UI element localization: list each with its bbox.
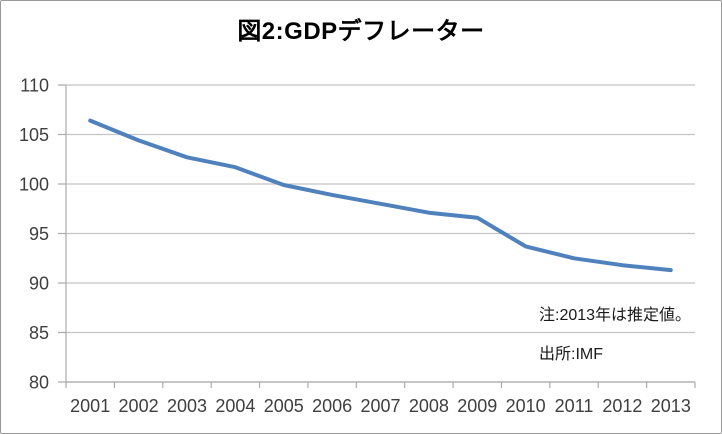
x-tick-label: 2005: [264, 396, 304, 416]
x-tick-labels: 2001 2002 2003 2004 2005 2006 2007 2008 2009 2010…: [70, 396, 691, 416]
x-tick-label: 2003: [167, 396, 207, 416]
x-tick-label: 2001: [70, 396, 110, 416]
x-tick-label: 2010: [506, 396, 546, 416]
x-tick-label: 2008: [409, 396, 449, 416]
y-tick-label: 90: [29, 274, 49, 294]
y-tick-label: 105: [19, 125, 49, 145]
y-tick-label: 85: [29, 323, 49, 343]
note-estimate: 注:2013年は推定値。: [539, 307, 692, 324]
y-tick-label: 110: [20, 76, 49, 96]
x-tick-label: 2002: [119, 396, 159, 416]
x-tick-label: 2011: [555, 396, 594, 416]
y-tick-label: 95: [29, 224, 49, 244]
x-tick-label: 2009: [457, 396, 497, 416]
data-line-gdp-deflator: [88, 118, 673, 273]
x-tick-label: 2013: [651, 396, 691, 416]
y-tick-label: 100: [19, 175, 49, 195]
x-tick-label: 2004: [215, 396, 255, 416]
x-tick-label: 2006: [312, 396, 352, 416]
y-tick-label: 80: [29, 373, 49, 393]
y-tick-labels: 80 85 90 95 100 105 110: [19, 76, 49, 393]
note-source: 出所:IMF: [539, 346, 603, 363]
y-gridlines: [66, 84, 695, 383]
x-tick-label: 2012: [602, 396, 642, 416]
x-tick-label: 2007: [360, 396, 400, 416]
axis-ticks: [58, 84, 696, 388]
chart-title: 図2:GDPデフレーター: [237, 18, 485, 45]
